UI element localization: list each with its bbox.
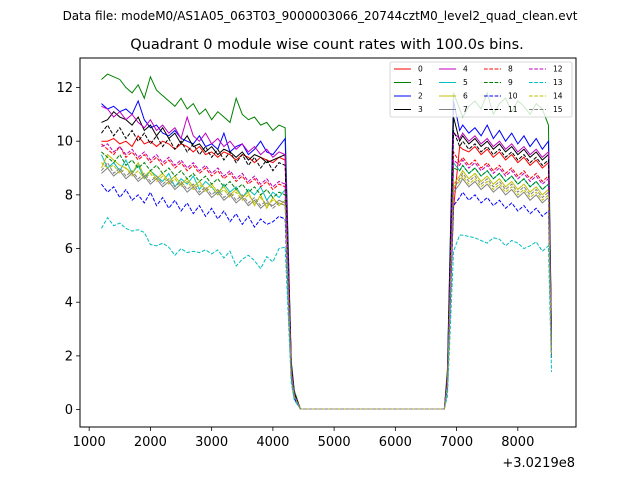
chart-title: Quadrant 0 module wise count rates with … — [130, 37, 524, 53]
legend-label-8: 8 — [508, 65, 513, 74]
x-offset-label: +3.0219e8 — [502, 456, 575, 471]
legend-label-12: 12 — [553, 65, 563, 74]
y-tick-label: 4 — [65, 296, 73, 311]
x-tick-label: 6000 — [379, 435, 412, 450]
legend-label-4: 4 — [463, 65, 468, 74]
legend-label-10: 10 — [508, 92, 518, 101]
legend-label-9: 9 — [508, 78, 513, 87]
series-line-6 — [100, 153, 553, 410]
y-tick-label: 6 — [65, 242, 73, 257]
x-tick-label: 5000 — [318, 435, 351, 450]
series-line-7 — [101, 167, 553, 410]
series-line-10 — [101, 183, 553, 410]
series-line-13 — [100, 216, 553, 410]
legend-label-13: 13 — [553, 78, 563, 87]
legend-box — [389, 61, 573, 118]
series-line-3 — [101, 110, 553, 410]
x-tick-label: 4000 — [256, 435, 289, 450]
legend-label-3: 3 — [418, 105, 423, 114]
series-line-12 — [101, 143, 553, 410]
series-line-14 — [101, 162, 553, 410]
legend-label-11: 11 — [508, 105, 518, 114]
axes-layer: 1000 2000 3000 4000 5000 6000 7000 8000 0 2 4 6 8 10 1… — [56, 81, 534, 450]
legend-label-7: 7 — [463, 105, 468, 114]
series-line-15 — [101, 161, 553, 410]
series-line-4 — [101, 105, 553, 410]
x-tick-label: 2000 — [134, 435, 167, 450]
x-tick-label: 7000 — [440, 435, 473, 450]
legend-label-0: 0 — [418, 65, 423, 74]
y-tick-label: 2 — [65, 349, 73, 364]
series-line-9 — [101, 151, 553, 410]
plot-frame — [79, 57, 577, 428]
suptitle: Data file: modeM0/AS1A05_063T03_90000030… — [63, 9, 578, 23]
legend-label-6: 6 — [463, 92, 468, 101]
series-line-11 — [101, 124, 553, 410]
legend-label-15: 15 — [553, 105, 563, 114]
y-tick-label: 0 — [65, 403, 73, 418]
legend-label-1: 1 — [418, 78, 423, 87]
series-layer — [100, 73, 553, 410]
x-tick-label: 1000 — [73, 435, 106, 450]
series-line-8 — [101, 143, 553, 410]
y-tick-label: 10 — [56, 135, 73, 150]
legend-label-14: 14 — [553, 92, 563, 101]
y-tick-label: 8 — [65, 188, 73, 203]
x-tick-label: 3000 — [195, 435, 228, 450]
x-tick-label: 8000 — [501, 435, 534, 450]
y-tick-label: 12 — [56, 81, 73, 96]
legend-label-2: 2 — [418, 92, 423, 101]
legend-label-5: 5 — [463, 78, 468, 87]
